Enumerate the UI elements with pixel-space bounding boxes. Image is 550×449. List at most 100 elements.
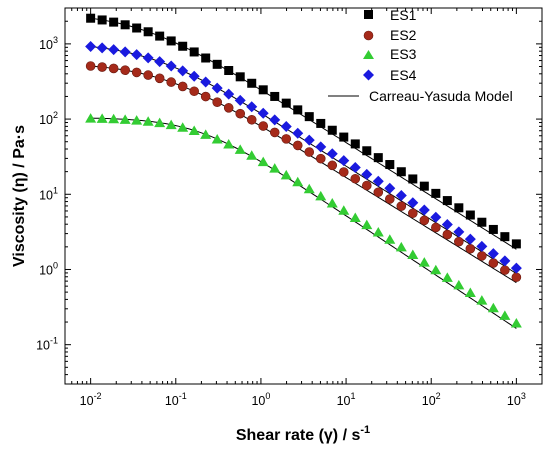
data-point-es3 [200,129,212,139]
data-point-es3 [257,156,269,167]
x-axis-title-sup: -1 [360,424,370,436]
data-point-es2 [97,62,107,72]
data-point-es3 [154,117,166,128]
data-point-es2 [304,147,315,157]
data-point-es3 [430,264,442,275]
data-point-es4 [85,41,97,53]
data-point-es1 [362,146,372,156]
data-point-es3 [395,241,407,252]
data-point-es3 [292,176,304,187]
data-point-es4 [154,56,166,68]
data-point-es1 [339,132,349,142]
data-point-es4 [96,42,108,54]
data-point-es4 [200,76,212,88]
data-point-es1 [385,160,395,170]
legend: ES1 ES2 ES3 ES4 Carreau-Yasuda Model [328,7,513,104]
data-point-es1 [431,188,441,198]
data-point-es2 [500,265,510,275]
data-point-es2 [85,61,96,71]
legend-label-es2: ES2 [390,27,417,43]
data-point-es1 [316,118,326,128]
legend-marker-es4 [363,69,374,81]
data-point-es1 [155,31,165,41]
data-point-es3 [303,183,315,194]
data-point-es4 [361,168,373,180]
data-point-es3 [326,198,338,208]
data-point-es3 [165,119,177,130]
legend-marker-es1 [364,10,373,19]
data-point-es1 [396,167,406,177]
data-point-es1 [454,203,464,213]
data-point-es2 [396,201,407,211]
data-point-es1 [235,72,245,82]
data-point-es1 [500,232,510,242]
data-point-es1 [178,41,188,51]
data-point-es4 [453,226,465,238]
data-point-es2 [454,236,464,247]
data-point-es4 [223,88,235,100]
model-line-es4 [90,46,517,274]
data-point-es1 [327,125,337,135]
data-point-es2 [131,67,142,78]
data-point-es4 [315,141,327,153]
data-point-es4 [119,46,131,58]
data-point-es4 [476,240,488,252]
data-point-es2 [189,86,199,97]
legend-marker-es2 [363,30,374,41]
data-point-es2 [373,187,384,198]
plot-frame [64,7,543,385]
data-point-es3 [131,115,143,125]
legend-marker-es3 [363,50,374,59]
data-point-es2 [350,173,361,184]
x-tick-label: 102 [422,391,441,408]
data-point-es1 [247,78,257,88]
data-point-es1 [419,181,429,191]
data-point-es4 [407,197,419,209]
data-point-es4 [292,127,304,139]
data-point-es2 [120,65,130,76]
data-point-es3 [464,287,476,298]
data-point-es3 [211,134,223,144]
data-point-es1 [304,112,314,122]
data-point-es4 [280,121,292,133]
data-point-es2 [315,153,326,164]
data-point-es4 [188,70,200,82]
data-point-es2 [154,73,165,84]
data-point-es4 [464,233,476,245]
y-tick-labels: 10-1 100 101 102 103 [36,35,58,353]
data-point-es2 [361,180,372,191]
data-point-es4 [384,182,396,194]
data-point-es4 [395,190,407,202]
data-point-es3 [96,113,108,123]
data-point-es1 [270,91,280,101]
x-tick-labels: 10-2 10-1 100 101 102 103 [80,391,526,408]
data-markers [85,13,522,328]
data-point-es2 [477,251,487,261]
data-point-es4 [372,175,384,187]
data-point-es1 [408,174,418,184]
y-tick-label: 103 [39,35,58,52]
x-tick-label: 100 [251,391,270,408]
data-point-es1 [224,66,234,76]
data-point-es1 [132,23,142,33]
data-point-es1 [281,98,291,108]
x-tick-label: 101 [337,391,356,408]
data-point-es2 [442,229,453,240]
x-axis-title: Shear rate (γ) / s-1 [236,424,370,444]
data-point-es4 [487,248,499,260]
data-point-es4 [234,94,246,106]
data-point-es1 [189,47,199,57]
data-point-es3 [85,113,97,123]
data-point-es3 [338,205,350,215]
data-point-es3 [487,302,499,313]
data-point-es1 [201,53,211,63]
data-point-es3 [349,212,361,222]
data-point-es3 [418,257,430,267]
data-point-es2 [108,63,119,74]
data-point-es4 [349,161,361,173]
data-point-es1 [373,153,383,163]
data-point-es3 [361,219,373,230]
data-point-es4 [131,49,143,61]
data-point-es3 [315,190,327,201]
y-axis-title: Viscosity (η) / Pa·s [11,125,28,267]
